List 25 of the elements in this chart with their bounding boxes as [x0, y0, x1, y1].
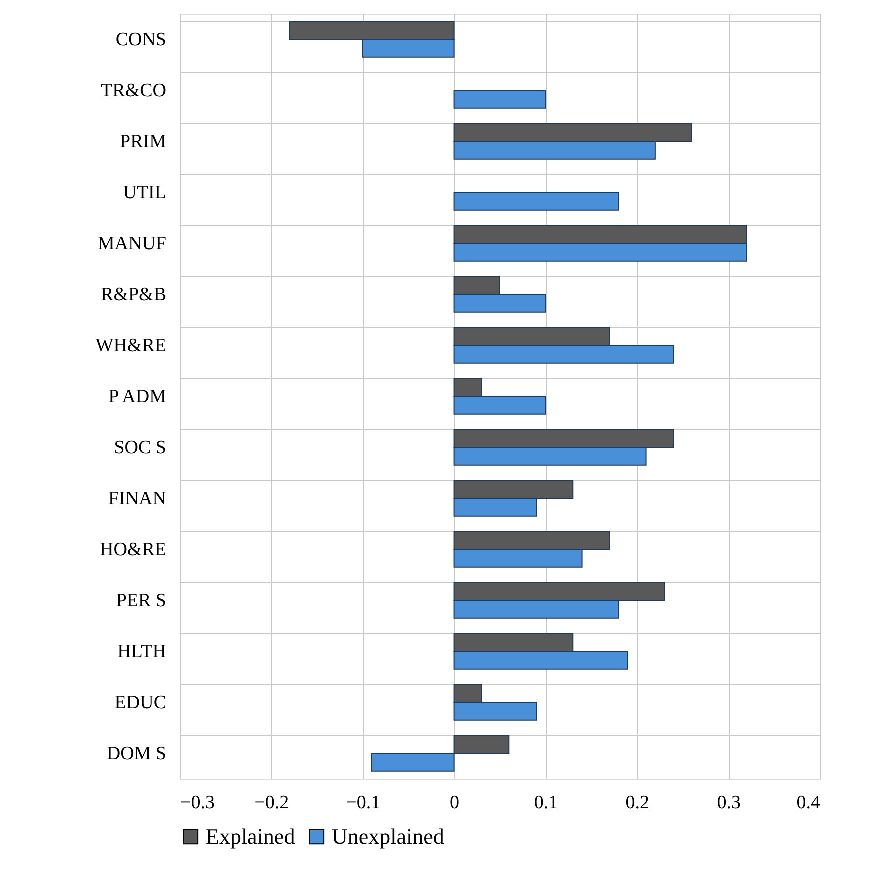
y-tick-label: P ADM [108, 386, 167, 408]
y-tick-label: PRIM [120, 132, 167, 152]
y-tick-label: FINAN [108, 488, 167, 510]
y-tick-label: PER S [116, 590, 166, 612]
x-tick-label: −0.1 [346, 792, 381, 814]
legend-label: Explained [206, 824, 296, 849]
y-tick-label: R&P&B [101, 284, 166, 306]
legend-label: Unexplained [332, 824, 444, 849]
x-tick-label: −0.3 [180, 792, 215, 814]
y-tick-label: HLTH [118, 642, 167, 662]
y-tick-label: WH&RE [96, 336, 166, 356]
x-tick-label: −0.2 [254, 792, 290, 814]
x-tick-label: 0.3 [717, 792, 741, 814]
y-tick-label: UTIL [123, 182, 166, 204]
x-tick-label: 0.1 [534, 792, 558, 814]
y-tick-label: HO&RE [100, 540, 166, 560]
y-tick-label: TR&CO [101, 80, 166, 102]
y-tick-label: MANUF [98, 234, 166, 254]
x-tick-label: 0.2 [626, 792, 650, 814]
x-tick-label: 0 [450, 792, 460, 814]
y-tick-label: CONS [116, 30, 166, 50]
y-tick-label: EDUC [114, 692, 166, 714]
y-tick-label: SOC S [114, 438, 166, 458]
x-tick-label: 0.4 [796, 792, 821, 814]
y-tick-label: DOM S [106, 744, 166, 764]
